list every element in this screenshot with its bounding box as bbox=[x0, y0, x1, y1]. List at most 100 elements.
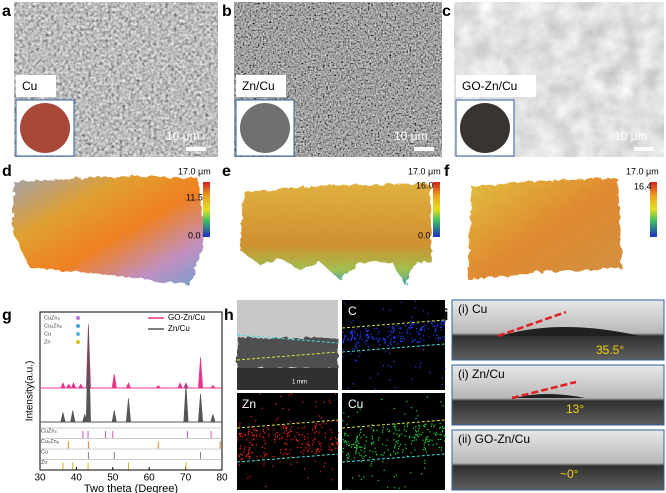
legend-label: GO-Zn/Cu bbox=[168, 313, 205, 322]
eds-dot bbox=[376, 327, 378, 330]
eds-dot bbox=[351, 333, 353, 336]
eds-dot bbox=[359, 446, 361, 448]
eds-dot bbox=[366, 330, 368, 332]
eds-dot bbox=[239, 422, 241, 425]
eds-dot bbox=[439, 326, 442, 328]
eds-dot bbox=[316, 451, 318, 453]
eds-dot bbox=[443, 427, 445, 429]
eds-dot bbox=[246, 454, 248, 456]
peak bbox=[82, 413, 88, 423]
legend-marker bbox=[76, 324, 80, 328]
eds-dot bbox=[371, 337, 374, 340]
eds-dot bbox=[347, 452, 349, 455]
eds-dot bbox=[397, 452, 399, 454]
eds-dot bbox=[353, 330, 355, 333]
angle-label: 35.5° bbox=[596, 343, 624, 357]
eds-dot bbox=[273, 429, 275, 431]
eds-dot bbox=[296, 461, 298, 463]
eds-dot bbox=[409, 327, 411, 329]
eds-dot bbox=[263, 430, 265, 433]
colorbar-label: 11.5 bbox=[186, 192, 203, 202]
peak bbox=[111, 410, 117, 423]
eds-dot bbox=[393, 335, 395, 338]
eds-dot bbox=[373, 429, 375, 431]
eds-dot bbox=[370, 465, 372, 467]
eds-dot bbox=[336, 438, 338, 440]
eds-dot bbox=[411, 340, 413, 342]
eds-dot bbox=[279, 451, 282, 454]
eds-dot bbox=[299, 434, 301, 436]
eds-dot bbox=[287, 453, 289, 455]
eds-dot bbox=[402, 338, 404, 340]
eds-dot bbox=[377, 340, 379, 342]
eds-dot bbox=[296, 446, 299, 449]
eds-dot bbox=[264, 442, 267, 444]
eds-dot bbox=[367, 336, 369, 339]
eds-dot bbox=[287, 432, 289, 434]
eds-dot bbox=[352, 334, 354, 336]
eds-dot bbox=[361, 339, 363, 341]
eds-dot bbox=[348, 455, 350, 457]
eds-dot bbox=[424, 440, 427, 442]
eds-dot bbox=[342, 339, 344, 341]
eds-dot bbox=[394, 445, 396, 448]
eds-dot bbox=[440, 447, 443, 449]
peak bbox=[60, 412, 66, 423]
eds-dot bbox=[393, 487, 396, 489]
eds-dot bbox=[253, 435, 255, 437]
eds-dot bbox=[435, 328, 437, 330]
eds-dot bbox=[386, 428, 389, 430]
eds-dot bbox=[417, 430, 419, 432]
eds-dot bbox=[399, 443, 402, 446]
peak bbox=[70, 382, 77, 389]
boundary bbox=[236, 351, 339, 361]
eds-dot bbox=[353, 446, 356, 449]
eds-dot bbox=[394, 340, 396, 342]
eds-dot bbox=[377, 479, 380, 481]
eds-dot bbox=[406, 329, 409, 331]
eds-dot bbox=[252, 439, 254, 441]
eds-dot bbox=[425, 438, 427, 440]
colorbar bbox=[650, 182, 657, 237]
eds-dot bbox=[423, 446, 425, 448]
eds-dot bbox=[367, 345, 369, 348]
eds-dot bbox=[318, 432, 320, 434]
eds-dot bbox=[315, 424, 317, 427]
eds-dot bbox=[300, 451, 302, 453]
eds-dot bbox=[436, 443, 438, 445]
eds-dot bbox=[444, 322, 446, 325]
eds-dot bbox=[329, 429, 331, 431]
eds-dot bbox=[442, 427, 444, 430]
tangent bbox=[511, 380, 577, 400]
eds-dot bbox=[356, 436, 359, 438]
eds-dot bbox=[334, 393, 337, 395]
eds-dot bbox=[343, 412, 345, 414]
eds-dot bbox=[416, 323, 418, 325]
eds-dot bbox=[357, 342, 360, 344]
eds-dot bbox=[367, 337, 369, 339]
eds-dot bbox=[342, 447, 344, 450]
eds-dot bbox=[416, 434, 418, 437]
eds-dot bbox=[423, 443, 425, 445]
eds-dot bbox=[239, 435, 242, 437]
eds-dot bbox=[371, 463, 373, 465]
eds-dot bbox=[238, 434, 241, 436]
eds-dot bbox=[444, 436, 447, 438]
eds-dot bbox=[250, 452, 252, 454]
eds-dot bbox=[251, 426, 253, 428]
height-map bbox=[240, 184, 432, 285]
panel-b: b Zn/Cu 10 μm bbox=[222, 2, 442, 157]
eds-dot bbox=[332, 444, 334, 446]
eds-dot bbox=[337, 442, 339, 444]
panel-i: i (i) Cu 35.5° (i) Zn/Cu 13° (ii) GO-Zn/… bbox=[444, 299, 665, 491]
eds-dot bbox=[427, 328, 429, 330]
eds-dot bbox=[364, 328, 367, 330]
panel-letter: b bbox=[222, 3, 232, 20]
eds-dot bbox=[419, 345, 421, 347]
eds-dot bbox=[249, 456, 251, 458]
eds-dot bbox=[400, 433, 403, 435]
eds-dot bbox=[358, 355, 360, 357]
panel-a: a Cu 10 μm bbox=[2, 2, 218, 157]
eds-dot bbox=[251, 452, 254, 454]
eds-dot bbox=[390, 366, 392, 368]
